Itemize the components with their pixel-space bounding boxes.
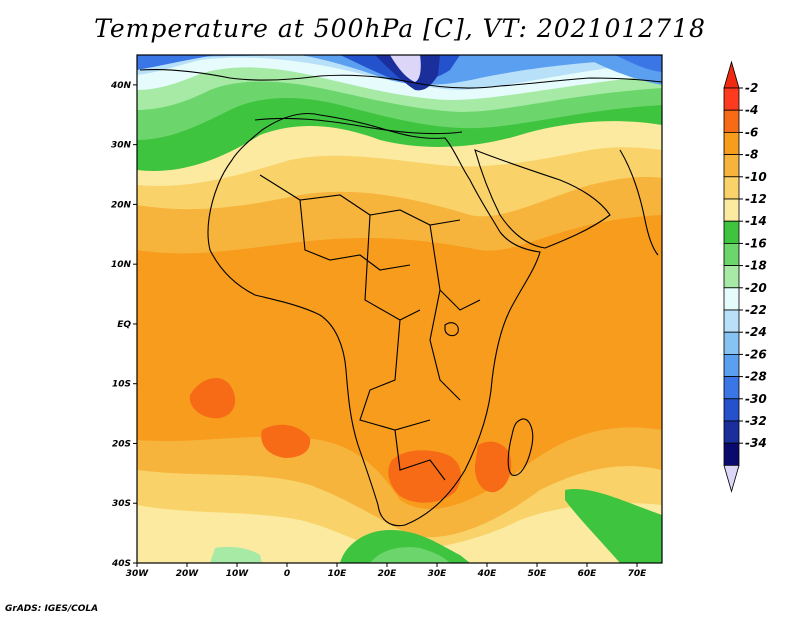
warm-patch-madagascar (474, 441, 512, 493)
mediterranean-south (254, 117, 463, 135)
border-b (299, 199, 411, 271)
lat-tick-label: 30N (111, 141, 132, 151)
lat-tick-label: 20S (112, 439, 131, 449)
lat-tick-label: EQ (117, 320, 131, 330)
colorbar-label: -16 (745, 236, 767, 250)
band-lavender-north (390, 55, 421, 82)
footer-credit: GrADS: IGES/COLA (5, 604, 99, 614)
colorbar-label: -26 (745, 347, 767, 361)
band-darkblue-ne (615, 55, 662, 72)
colorbar-swatch (723, 265, 740, 289)
colorbar-swatch (723, 220, 740, 244)
lake-victoria (444, 322, 459, 337)
colorbar-swatch (723, 287, 740, 311)
colorbar-label: -28 (745, 370, 767, 384)
lat-tick-label: 30S (112, 499, 131, 509)
lon-tick-label: 70E (628, 569, 648, 579)
band-green-southeast (565, 489, 662, 563)
colorbar-swatch (723, 331, 740, 355)
lon-tick-label: 50E (528, 569, 548, 579)
lon-tick-label: 20E (378, 569, 398, 579)
lat-tick-label: 40S (111, 559, 131, 569)
colorbar-swatch (723, 398, 740, 422)
colorbar-top-arrow (723, 60, 740, 89)
colorbar-swatch (723, 442, 740, 466)
colorbar-label: -18 (745, 259, 767, 273)
lon-tick-label: 10E (328, 569, 348, 579)
colorbar-swatch (723, 309, 740, 333)
colorbar-label: -2 (745, 81, 758, 95)
madagascar-coast (507, 418, 534, 476)
colorbar-swatch (723, 198, 740, 222)
border-c (364, 214, 421, 321)
colorbar-label: -4 (745, 103, 758, 117)
colorbar-label: -12 (745, 192, 767, 206)
lat-tick-label: 10S (112, 380, 131, 390)
lat-tick-label: 20N (111, 200, 132, 210)
colorbar-bottom-arrow (723, 464, 740, 493)
warm-patch-southafrica (388, 450, 461, 503)
colorbar-label: -22 (745, 303, 767, 317)
colorbar-swatch (723, 87, 740, 111)
band-blue-nw (137, 55, 215, 70)
lon-tick-label: 30E (428, 569, 448, 579)
colorbar-swatch (723, 176, 740, 200)
coastlines (139, 68, 662, 527)
colorbar-label: -10 (745, 170, 767, 184)
colorbar-swatch (723, 242, 740, 266)
arabia-coast (474, 149, 611, 249)
lat-tick-label: 10N (111, 260, 132, 270)
colorbar-swatch (723, 131, 740, 155)
lat-tick-label: 40N (110, 81, 132, 91)
map-title: Temperature at 500hPa [C], VT: 202101271… (94, 14, 706, 43)
lon-tick-label: 20W (176, 569, 200, 579)
india-coast (619, 149, 659, 256)
longitude-axis: 30W 20W 10W 0 10E 20E 30E 40E 50E 60E 70E (126, 563, 647, 579)
band-mint-sw (210, 546, 262, 563)
colorbar-label: -6 (745, 125, 758, 139)
temperature-field (137, 55, 662, 563)
colorbar-label: -30 (745, 392, 767, 406)
band-lightgreen-south (370, 547, 450, 563)
warm-patch-atlantic-2 (261, 424, 311, 458)
lon-tick-label: 10W (226, 569, 250, 579)
colorbar-swatch (723, 376, 740, 400)
lon-tick-label: 60E (578, 569, 598, 579)
colorbar-swatch (723, 154, 740, 178)
colorbar-swatch (723, 420, 740, 444)
colorbar-label: -32 (745, 414, 767, 428)
lon-tick-label: 30W (126, 569, 150, 579)
colorbar-label: -24 (745, 325, 767, 339)
border-g (429, 289, 461, 401)
color-legend: -2 -4 -6 -8 -10 -12 -14 -16 -18 -20 -22 -24 -26 -28 -3… (723, 60, 767, 493)
colorbar-label: -14 (745, 214, 767, 228)
colorbar-label: -8 (745, 148, 758, 162)
europe-coast (139, 68, 662, 89)
lon-tick-label: 0 (284, 569, 290, 579)
colorbar-swatch (723, 109, 740, 133)
africa-coastline (207, 112, 541, 527)
colorbar-label: -34 (745, 436, 767, 450)
border-d (359, 319, 431, 431)
map-frame (136, 54, 663, 564)
lon-tick-label: 40E (477, 569, 498, 579)
colorbar-swatch (723, 353, 740, 377)
border-f (394, 429, 446, 481)
border-e (429, 224, 481, 311)
band-pale-south (137, 503, 662, 563)
warm-patch-atlantic-1 (189, 377, 236, 419)
colorbar-label: -20 (745, 281, 767, 295)
latitude-axis: 40S 30S 20S 10S EQ 10N 20N 30N 40N (110, 81, 137, 569)
